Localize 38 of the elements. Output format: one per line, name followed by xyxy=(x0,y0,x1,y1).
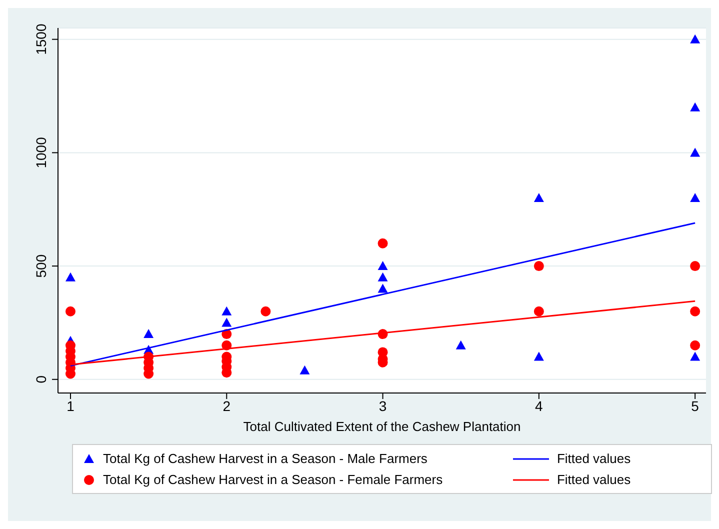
point xyxy=(690,102,700,112)
legend-label: Fitted values xyxy=(556,472,631,487)
x-tick-label: 4 xyxy=(535,398,544,414)
point xyxy=(378,261,388,270)
x-tick-label: 2 xyxy=(222,398,231,414)
point xyxy=(690,340,700,350)
x-tick-label: 5 xyxy=(691,398,700,414)
point xyxy=(300,365,310,374)
legend-label: Total Kg of Cashew Harvest in a Season - Male Farmers xyxy=(103,451,428,466)
point xyxy=(534,306,544,316)
y-tick-label: 0 xyxy=(33,375,49,384)
legend-label: Total Kg of Cashew Harvest in a Season - Female Farmers xyxy=(103,472,443,487)
point xyxy=(534,261,544,272)
point xyxy=(690,352,700,361)
point xyxy=(690,306,700,316)
point xyxy=(222,306,232,316)
point xyxy=(690,148,700,157)
y-tick-label: 1500 xyxy=(33,24,49,55)
point xyxy=(260,306,271,316)
x-axis-title: Total Cultivated Extent of the Cashew Plantation xyxy=(243,419,521,434)
point xyxy=(65,272,76,282)
y-tick-label: 1000 xyxy=(33,136,49,168)
point xyxy=(690,261,700,272)
point xyxy=(222,318,232,327)
point xyxy=(690,193,700,202)
x-tick-label: 1 xyxy=(66,398,75,414)
legend-label: Fitted values xyxy=(556,451,631,466)
point xyxy=(378,238,388,248)
point xyxy=(534,352,544,361)
point xyxy=(378,272,388,282)
point xyxy=(144,329,154,338)
point xyxy=(690,34,700,44)
point xyxy=(65,306,76,316)
y-tick-label: 500 xyxy=(33,254,49,278)
x-tick-label: 3 xyxy=(378,398,387,414)
point xyxy=(378,284,388,293)
point xyxy=(534,193,544,202)
point xyxy=(456,340,466,350)
